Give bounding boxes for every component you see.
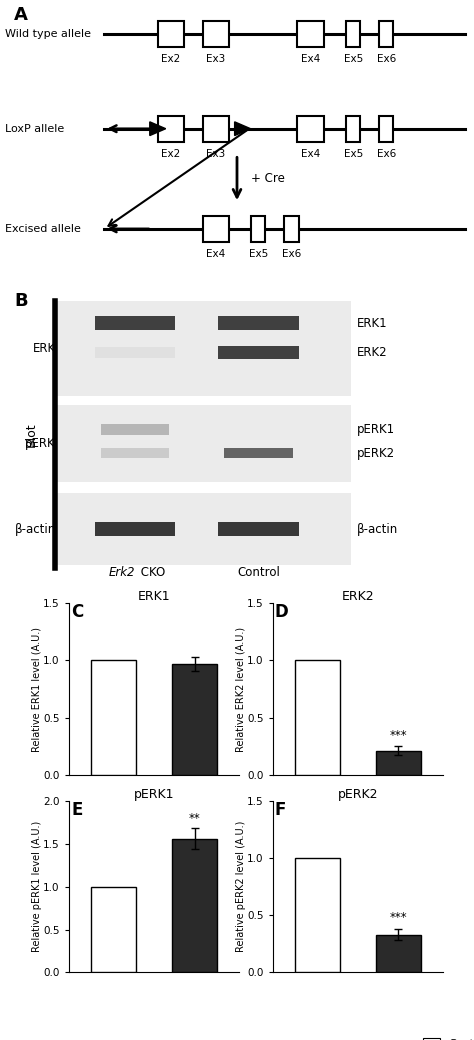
Text: pERK: pERK [25, 437, 56, 449]
Text: ERK: ERK [33, 342, 56, 355]
Bar [157, 22, 183, 47]
Text: F: F [275, 801, 286, 818]
Bar [95, 347, 175, 358]
Bar [173, 838, 217, 972]
Text: Ex6: Ex6 [282, 249, 301, 259]
Legend: Control, $Erk2$ CKO: Control, $Erk2$ CKO [423, 1038, 474, 1040]
Bar [218, 346, 299, 360]
Text: ERK2: ERK2 [356, 346, 387, 359]
Text: pERK1: pERK1 [356, 423, 394, 436]
Bar [218, 522, 299, 536]
Text: ERK1: ERK1 [356, 316, 387, 330]
Bar [224, 448, 292, 459]
Text: Ex5: Ex5 [344, 54, 363, 64]
Bar [101, 448, 169, 459]
Bar [202, 22, 228, 47]
Bar [57, 405, 351, 482]
Polygon shape [150, 122, 166, 135]
Bar [57, 301, 351, 395]
Bar [91, 660, 136, 775]
Bar [284, 216, 299, 241]
Bar [202, 216, 228, 241]
Text: Ex4: Ex4 [301, 149, 320, 159]
Bar [295, 858, 339, 972]
Bar [173, 664, 217, 775]
Bar [298, 22, 323, 47]
Text: D: D [275, 603, 289, 621]
Bar [157, 115, 183, 141]
Bar [346, 115, 360, 141]
Title: ERK2: ERK2 [342, 590, 374, 603]
Bar [376, 751, 421, 775]
Text: E: E [71, 801, 82, 818]
Text: Ex5: Ex5 [344, 149, 363, 159]
Bar [298, 115, 323, 141]
Text: Ex5: Ex5 [249, 249, 268, 259]
Bar [218, 316, 299, 330]
Text: Ex3: Ex3 [206, 149, 225, 159]
Text: ***: *** [390, 729, 407, 742]
Text: Ex6: Ex6 [377, 149, 396, 159]
Y-axis label: Relative ERK1 level (A.U.): Relative ERK1 level (A.U.) [32, 626, 42, 752]
Text: CKO: CKO [137, 567, 166, 579]
Bar [95, 522, 175, 536]
Bar [57, 494, 351, 565]
Bar [101, 424, 169, 435]
Text: C: C [71, 603, 83, 621]
Bar [379, 22, 393, 47]
Text: Excised allele: Excised allele [5, 224, 81, 234]
Text: β-actin: β-actin [356, 522, 398, 536]
Text: + Cre: + Cre [251, 173, 285, 185]
Bar [91, 886, 136, 972]
Bar [376, 935, 421, 972]
Text: LoxP allele: LoxP allele [5, 124, 64, 134]
Text: Ex4: Ex4 [301, 54, 320, 64]
Title: ERK1: ERK1 [138, 590, 170, 603]
Text: A: A [14, 5, 28, 24]
Title: pERK2: pERK2 [337, 788, 378, 801]
Bar [379, 115, 393, 141]
Bar [295, 660, 339, 775]
Text: Erk2: Erk2 [109, 567, 135, 579]
Polygon shape [235, 122, 251, 135]
Text: Ex2: Ex2 [161, 54, 180, 64]
Text: β-actin: β-actin [15, 522, 56, 536]
Text: Ex6: Ex6 [377, 54, 396, 64]
Title: pERK1: pERK1 [134, 788, 174, 801]
Text: Blot: Blot [24, 422, 37, 446]
Text: ***: *** [390, 911, 407, 925]
Text: Ex2: Ex2 [161, 149, 180, 159]
Text: Wild type allele: Wild type allele [5, 29, 91, 40]
Y-axis label: Relative ERK2 level (A.U.): Relative ERK2 level (A.U.) [236, 626, 246, 752]
Text: Control: Control [237, 567, 280, 579]
Bar [346, 22, 360, 47]
Text: **: ** [189, 812, 201, 825]
Text: Ex3: Ex3 [206, 54, 225, 64]
Bar [95, 316, 175, 330]
Y-axis label: Relative pERK1 level (A.U.): Relative pERK1 level (A.U.) [32, 821, 42, 953]
Y-axis label: Relative pERK2 level (A.U.): Relative pERK2 level (A.U.) [236, 821, 246, 953]
Bar [202, 115, 228, 141]
Text: Ex4: Ex4 [206, 249, 225, 259]
Text: B: B [14, 292, 28, 310]
Text: pERK2: pERK2 [356, 447, 394, 460]
Bar [251, 216, 265, 241]
